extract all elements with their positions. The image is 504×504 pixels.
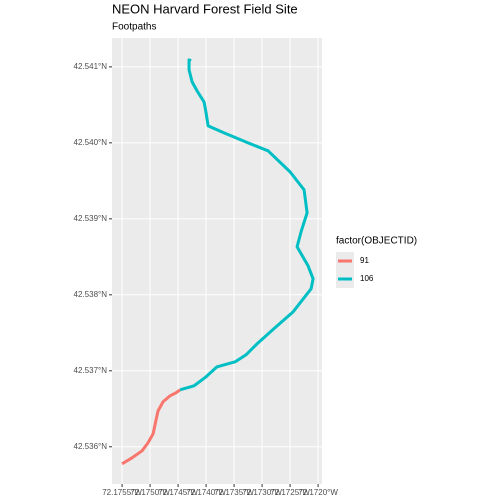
- y-tick-label: 42.537°N: [74, 366, 108, 375]
- x-tick-label: 72.1720°W: [298, 488, 338, 497]
- legend-title: factor(OBJECTID): [336, 236, 417, 247]
- chart-title: NEON Harvard Forest Field Site: [112, 1, 298, 16]
- path-line: [179, 58, 315, 392]
- y-tick-label: 42.541°N: [74, 62, 108, 71]
- path-line: [121, 388, 181, 466]
- chart-subtitle: Footpaths: [112, 22, 156, 33]
- y-tick-label: 42.536°N: [74, 442, 108, 451]
- x-tick-label: 72.1750°W: [130, 488, 170, 497]
- y-tick-label: 42.540°N: [74, 138, 108, 147]
- x-tick-label: 72.1745°W: [158, 488, 198, 497]
- x-tick-label: 72.1740°W: [186, 488, 226, 497]
- x-tick-label: 72.1735°W: [214, 488, 254, 497]
- x-tick-label: 72.1725°W: [270, 488, 310, 497]
- y-tick-label: 42.538°N: [74, 290, 108, 299]
- panel: [112, 38, 322, 484]
- x-tick-label: 72.1755°W: [102, 488, 142, 497]
- legend-label: 91: [360, 256, 369, 265]
- x-tick-label: 72.1730°W: [242, 488, 282, 497]
- legend-label: 106: [360, 274, 374, 283]
- y-tick-label: 42.539°N: [74, 214, 108, 223]
